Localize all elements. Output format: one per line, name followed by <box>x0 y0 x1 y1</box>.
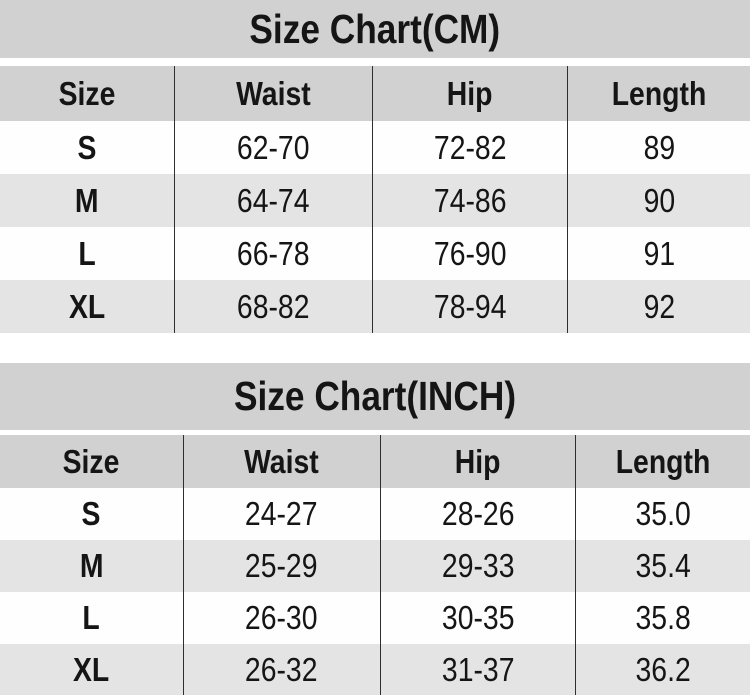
inch-chart-title: Size Chart(INCH) <box>233 373 517 419</box>
waist-value: 26-30 <box>245 599 318 636</box>
cm-header-waist-label: Waist <box>236 74 311 112</box>
waist-value: 26-32 <box>245 650 318 688</box>
cm-row-l: L 66-78 76-90 91 <box>0 227 750 280</box>
waist-cell: 62-70 <box>174 121 372 174</box>
size-label: M <box>79 547 104 584</box>
hip-cell: 30-35 <box>379 592 576 644</box>
hip-value: 28-26 <box>441 495 515 532</box>
length-cell: 89 <box>567 121 750 174</box>
inch-header-length: Length <box>574 435 750 488</box>
cm-header-hip-label: Hip <box>447 74 493 112</box>
hip-cell: 78-94 <box>371 280 568 333</box>
cm-header-size-label: Size <box>58 74 116 112</box>
size-cell: M <box>0 540 183 592</box>
waist-cell: 26-32 <box>182 644 381 695</box>
size-cell: L <box>0 592 183 644</box>
waist-cell: 24-27 <box>182 488 381 540</box>
hip-value: 78-94 <box>433 287 507 325</box>
length-value: 35.8 <box>635 599 691 636</box>
length-value: 89 <box>643 128 675 166</box>
size-label: XL <box>68 287 106 325</box>
hip-value: 30-35 <box>441 599 515 636</box>
length-cell: 36.2 <box>574 644 750 695</box>
cm-row-xl: XL 68-82 78-94 92 <box>0 280 750 333</box>
size-label: M <box>75 181 99 219</box>
cm-header-hip: Hip <box>371 66 568 121</box>
cm-row-m: M 64-74 74-86 90 <box>0 174 750 227</box>
inch-header-size-label: Size <box>62 442 120 480</box>
cm-header-row: Size Waist Hip Length <box>0 66 750 121</box>
hip-cell: 72-82 <box>371 121 568 174</box>
inch-header-size: Size <box>0 435 183 488</box>
length-cell: 91 <box>567 227 750 280</box>
size-label: XL <box>73 650 110 688</box>
length-value: 35.4 <box>635 547 691 584</box>
tables-separator-gap <box>0 333 750 363</box>
cm-title-header-gap <box>0 58 750 66</box>
inch-row-s: S 24-27 28-26 35.0 <box>0 488 750 540</box>
size-cell: L <box>0 227 175 280</box>
length-value: 35.0 <box>635 495 691 532</box>
inch-header-waist-label: Waist <box>244 442 319 480</box>
cm-header-size: Size <box>0 66 175 121</box>
inch-row-m: M 25-29 29-33 35.4 <box>0 540 750 592</box>
size-label: S <box>81 495 101 532</box>
size-cell: XL <box>0 644 183 695</box>
cm-header-length-label: Length <box>611 74 707 112</box>
length-value: 91 <box>643 234 675 272</box>
waist-cell: 25-29 <box>182 540 381 592</box>
hip-value: 31-37 <box>441 650 515 688</box>
waist-cell: 26-30 <box>182 592 381 644</box>
hip-value: 76-90 <box>433 234 507 272</box>
inch-header-hip: Hip <box>379 435 576 488</box>
size-cell: S <box>0 488 183 540</box>
waist-cell: 64-74 <box>174 174 372 227</box>
inch-header-length-label: Length <box>615 442 711 480</box>
waist-cell: 66-78 <box>174 227 372 280</box>
hip-cell: 29-33 <box>379 540 576 592</box>
waist-value: 64-74 <box>237 181 310 219</box>
size-cell: S <box>0 121 175 174</box>
size-label: L <box>82 599 100 636</box>
cm-chart-title: Size Chart(CM) <box>249 5 501 52</box>
hip-cell: 28-26 <box>379 488 576 540</box>
inch-title-header-gap <box>0 430 750 435</box>
length-cell: 35.8 <box>574 592 750 644</box>
length-cell: 35.0 <box>574 488 750 540</box>
length-value: 36.2 <box>635 650 691 688</box>
inch-row-l: L 26-30 30-35 35.8 <box>0 592 750 644</box>
cm-row-s: S 62-70 72-82 89 <box>0 121 750 174</box>
length-value: 90 <box>643 181 675 219</box>
waist-value: 68-82 <box>237 287 310 325</box>
waist-cell: 68-82 <box>174 280 372 333</box>
hip-value: 74-86 <box>433 181 507 219</box>
inch-header-row: Size Waist Hip Length <box>0 435 750 488</box>
inch-size-table: Size Waist Hip Length S 24-27 28-26 35.0… <box>0 435 750 695</box>
hip-cell: 31-37 <box>379 644 576 695</box>
inch-chart-title-band: Size Chart(INCH) <box>0 363 750 430</box>
hip-cell: 74-86 <box>371 174 568 227</box>
waist-value: 25-29 <box>245 547 318 584</box>
hip-cell: 76-90 <box>371 227 568 280</box>
length-cell: 35.4 <box>574 540 750 592</box>
length-cell: 90 <box>567 174 750 227</box>
waist-value: 62-70 <box>237 128 310 166</box>
size-label: S <box>77 128 97 166</box>
size-cell: XL <box>0 280 175 333</box>
length-value: 92 <box>643 287 675 325</box>
waist-value: 24-27 <box>245 495 318 532</box>
hip-value: 29-33 <box>441 547 515 584</box>
inch-header-waist: Waist <box>182 435 381 488</box>
inch-row-xl: XL 26-32 31-37 36.2 <box>0 644 750 695</box>
waist-value: 66-78 <box>237 234 310 272</box>
size-label: L <box>78 234 96 272</box>
cm-header-waist: Waist <box>174 66 372 121</box>
hip-value: 72-82 <box>433 128 507 166</box>
cm-header-length: Length <box>567 66 750 121</box>
length-cell: 92 <box>567 280 750 333</box>
size-cell: M <box>0 174 175 227</box>
cm-size-table: Size Waist Hip Length S 62-70 72-82 89 M… <box>0 66 750 333</box>
cm-chart-title-band: Size Chart(CM) <box>0 0 750 58</box>
inch-header-hip-label: Hip <box>454 442 501 480</box>
